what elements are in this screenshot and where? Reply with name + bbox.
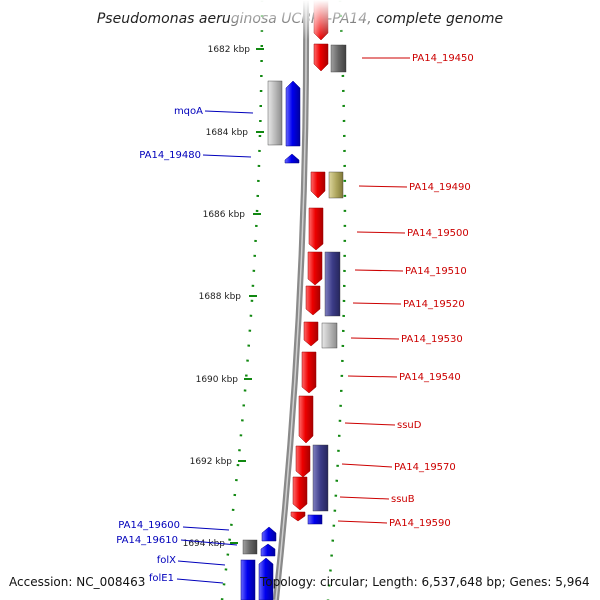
function-block: [328, 171, 344, 199]
gene-label: PA14_19590: [389, 518, 451, 529]
gene-arrow: [292, 476, 308, 511]
scale-ticks: [230, 48, 264, 544]
gene-label: folX: [157, 555, 176, 566]
gene-arrow: [258, 557, 274, 600]
gene-arrow: [295, 445, 311, 478]
forward-strand-genes: [290, 0, 329, 522]
accession-text: Accession: NC_008463: [9, 575, 146, 589]
gene-arrow: [301, 351, 317, 394]
scale-label: 1694 kbp: [183, 539, 226, 549]
gene-arrow: [240, 559, 256, 600]
gene-arrow: [303, 321, 319, 347]
gene-label: PA14_19610: [116, 535, 178, 546]
gene-label: PA14_19520: [403, 299, 465, 310]
gene-label: mqoA: [174, 106, 203, 117]
outer-track-ring: [326, 0, 347, 600]
function-block: [321, 322, 338, 349]
gene-arrow: [285, 80, 301, 147]
gene-label: folE1: [149, 573, 174, 584]
gene-label: PA14_19600: [118, 520, 180, 531]
scale-label: 1690 kbp: [196, 375, 239, 385]
right-gene-labels: PA14_19450 PA14_19490 PA14_19500 PA14_19…: [389, 53, 474, 529]
inner-track-ring: [220, 0, 264, 600]
gene-label: ssuD: [397, 420, 422, 431]
right-leader-lines: [337, 57, 410, 524]
gene-arrow: [261, 526, 277, 542]
gene-label: PA14_19500: [407, 228, 469, 239]
gene-arrow: [284, 153, 300, 164]
reverse-strand-genes: [240, 80, 323, 600]
gene-arrow: [307, 514, 323, 525]
function-block: [324, 251, 341, 317]
gene-arrow: [260, 543, 276, 557]
function-block: [267, 80, 283, 146]
function-block: [312, 444, 329, 512]
gene-arrow: [310, 171, 326, 199]
scale-label: 1682 kbp: [208, 45, 251, 55]
gene-label: ssuB: [391, 494, 415, 505]
gene-label: PA14_19530: [401, 334, 463, 345]
scale-label: 1686 kbp: [203, 210, 246, 220]
gene-label: PA14_19570: [394, 462, 456, 473]
gene-label: PA14_19480: [139, 150, 201, 161]
gene-arrow: [305, 285, 321, 316]
gene-arrow: [290, 511, 306, 522]
scale-label: 1688 kbp: [199, 292, 242, 302]
left-gene-labels: mqoA PA14_19480 PA14_19600 PA14_19610 fo…: [116, 106, 203, 584]
scale-label: 1684 kbp: [206, 128, 249, 138]
genome-backbone-highlight: [275, 0, 307, 600]
function-block: [330, 44, 347, 73]
gene-arrow: [313, 43, 329, 72]
gene-arrow: [307, 251, 323, 286]
top-fade: [230, 0, 370, 40]
gene-arrow: [308, 207, 324, 251]
gene-label: PA14_19510: [405, 266, 467, 277]
gene-label: PA14_19490: [409, 182, 471, 193]
scale-label: 1692 kbp: [190, 457, 233, 467]
function-blocks: [242, 44, 347, 555]
gene-label: PA14_19540: [399, 372, 461, 383]
function-block: [242, 539, 258, 555]
gene-arrow: [298, 395, 314, 444]
left-leader-lines: [176, 110, 254, 584]
genome-summary-text: Topology: circular; Length: 6,537,648 bp…: [260, 575, 590, 589]
gene-label: PA14_19450: [412, 53, 474, 64]
scale-labels: 1682 kbp 1684 kbp 1686 kbp 1688 kbp 1690…: [183, 45, 251, 549]
